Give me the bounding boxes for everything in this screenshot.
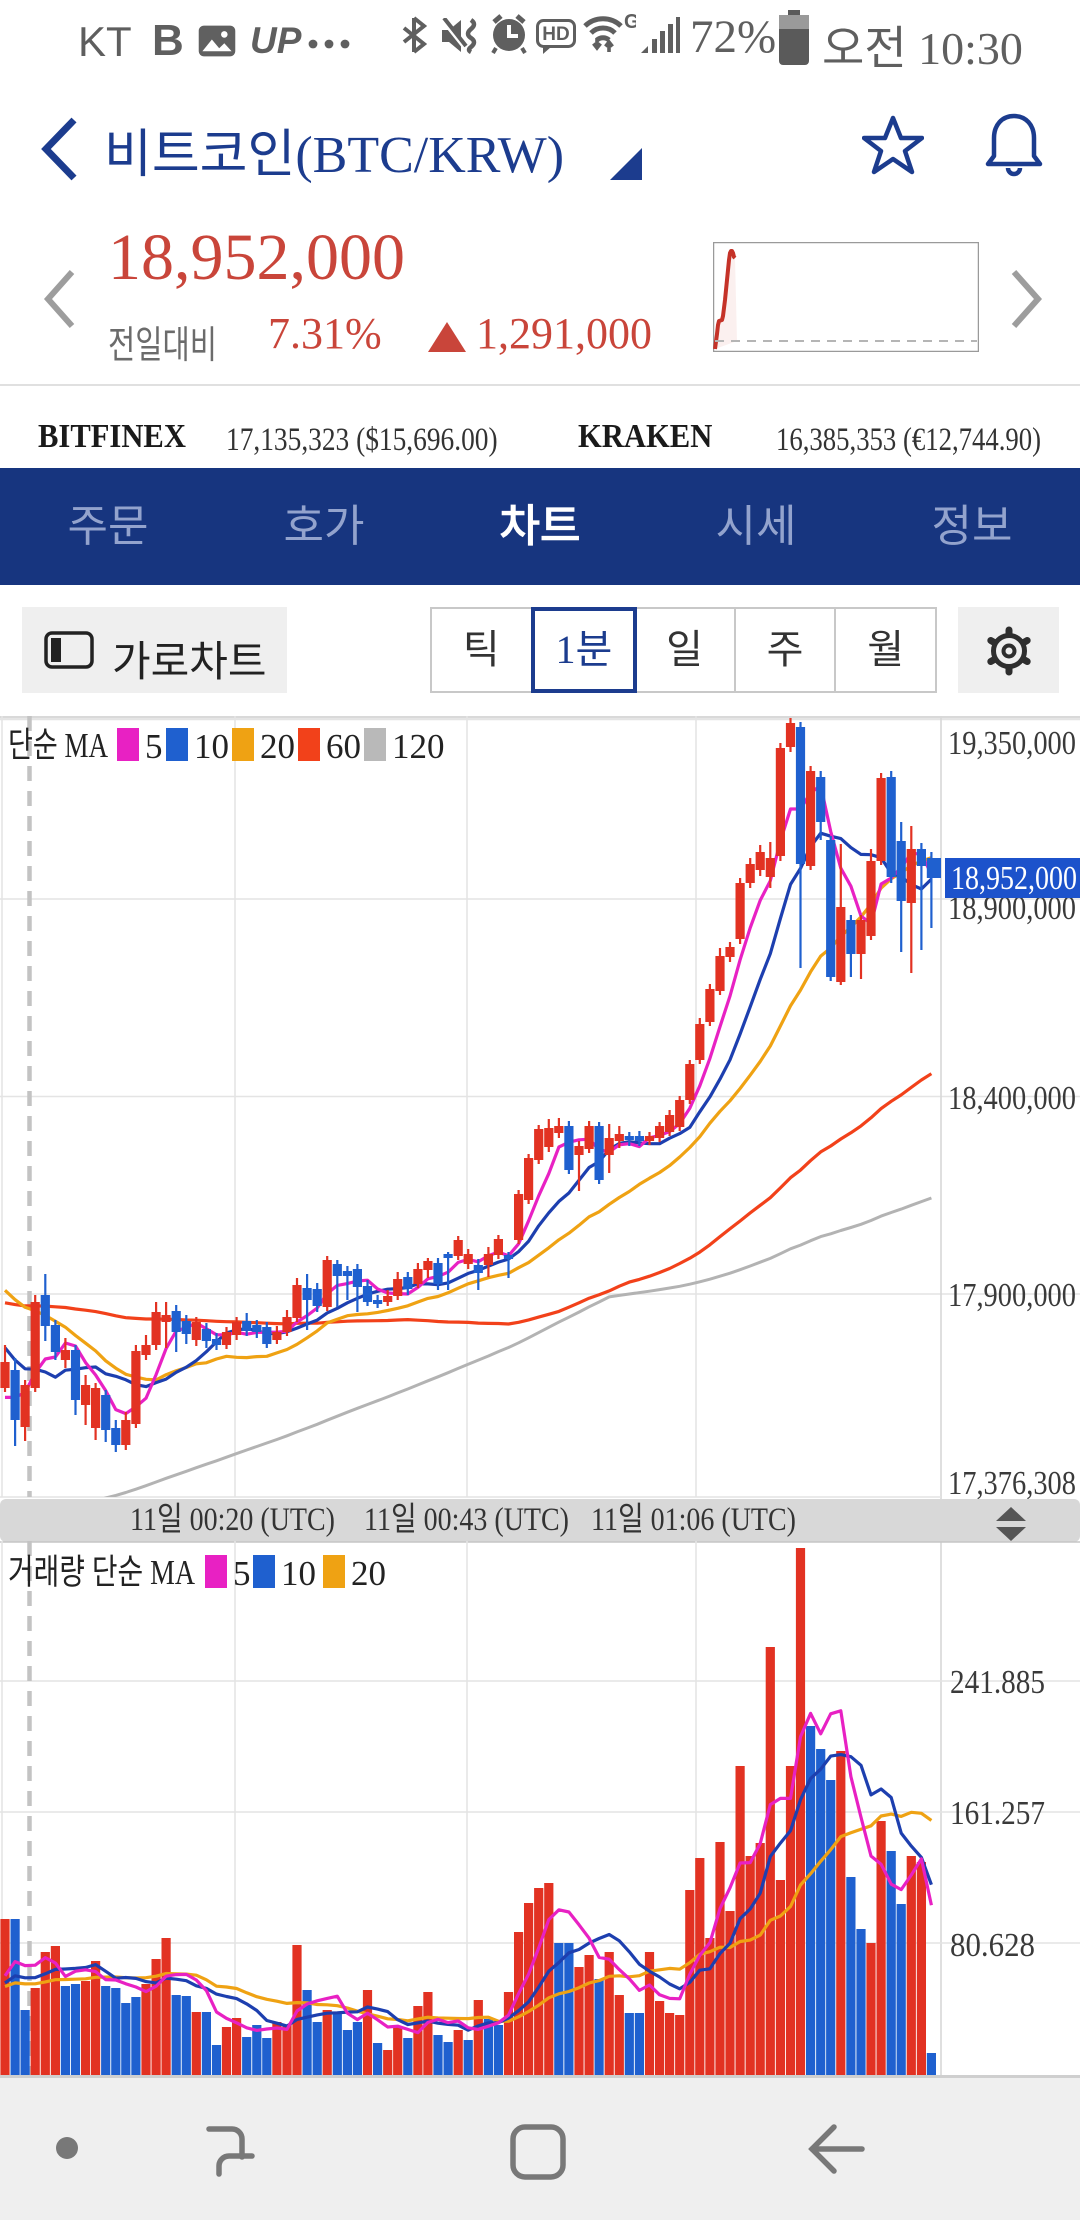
- svg-text:161.257: 161.257: [950, 1795, 1045, 1832]
- svg-text:단순 MA: 단순 MA: [8, 726, 109, 765]
- svg-text:18,952,000: 18,952,000: [951, 860, 1077, 897]
- svg-text:HD: HD: [542, 24, 569, 45]
- svg-text:5: 5: [233, 1554, 251, 1593]
- svg-text:17,900,000: 17,900,000: [948, 1277, 1076, 1314]
- svg-text:18,400,000: 18,400,000: [948, 1080, 1076, 1117]
- svg-text:60: 60: [326, 727, 361, 766]
- svg-text:241.885: 241.885: [950, 1664, 1045, 1701]
- svg-text:G: G: [624, 14, 636, 33]
- svg-text:20: 20: [260, 727, 295, 766]
- svg-text:10: 10: [281, 1554, 316, 1593]
- svg-text:11일 00:43 (UTC): 11일 00:43 (UTC): [364, 1502, 569, 1538]
- svg-text:19,350,000: 19,350,000: [948, 725, 1076, 762]
- svg-text:80.628: 80.628: [950, 1927, 1035, 1964]
- svg-text:20: 20: [351, 1554, 386, 1593]
- svg-text:10: 10: [194, 727, 229, 766]
- svg-text:11일 01:06 (UTC): 11일 01:06 (UTC): [591, 1502, 796, 1538]
- svg-text:17,376,308: 17,376,308: [948, 1465, 1076, 1502]
- svg-text:5: 5: [145, 727, 163, 766]
- svg-text:11일 00:20 (UTC): 11일 00:20 (UTC): [130, 1502, 335, 1538]
- svg-text:120: 120: [392, 727, 445, 766]
- svg-text:거래량 단순 MA: 거래량 단순 MA: [8, 1553, 196, 1592]
